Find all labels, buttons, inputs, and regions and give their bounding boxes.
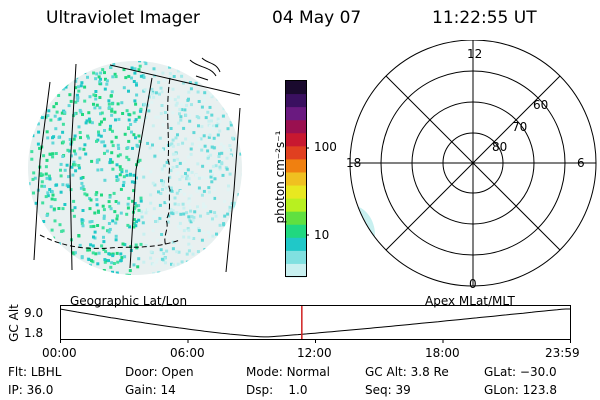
timeline-right-label: Apex MLat/MLT [425,294,515,308]
colorbar [285,80,309,278]
status-gain: Gain: 14 [125,383,176,397]
colorbar-band [286,107,306,121]
colorbar-band [286,185,306,200]
lat-label-70: 70 [512,120,528,134]
lat-label-60: 60 [533,98,549,112]
geographic-grid [33,57,241,273]
colorbar-band [286,120,306,134]
colorbar-tick-100: 100 [314,140,337,154]
polar-plot[interactable] [340,40,600,290]
xtick-0600: 06:00 [170,346,205,360]
xtick-0000: 00:00 [42,346,77,360]
polar-grid [349,40,597,287]
xtick-1800: 18:00 [425,346,460,360]
colorbar-band [286,224,306,239]
status-mode: Mode: Normal [246,365,330,379]
timeline-ytick-max: 9.0 [24,306,44,320]
timeline-left-label: Geographic Lat/Lon [70,294,188,308]
status-seq: Seq: 39 [365,383,411,397]
observation-time: 11:22:55 UT [432,8,537,28]
timeline-ticks [60,339,571,343]
instrument-title: Ultraviolet Imager [46,8,200,28]
mlt-label-18: 18 [346,156,362,170]
status-dsp: Dsp: 1.0 [246,383,308,397]
mlt-label-0: 0 [469,277,477,291]
colorbar-band [286,146,306,160]
colorbar-band [286,81,306,95]
observation-date: 04 May 07 [272,8,362,28]
xtick-2359: 23:59 [545,346,580,360]
status-glat: GLat: −30.0 [484,365,557,379]
colorbar-band [286,159,306,173]
colorbar-band [286,211,306,226]
colorbar-band [286,198,306,213]
colorbar-unit-label: photon cm⁻²s⁻¹ [273,130,287,224]
altitude-timeline[interactable] [60,305,575,345]
colorbar-band [286,94,306,108]
status-door: Door: Open [125,365,194,379]
status-ip: IP: 36.0 [8,383,54,397]
status-glon: GLon: 123.8 [484,383,557,397]
mlt-label-12: 12 [467,47,483,61]
lat-label-80: 80 [492,140,508,154]
timeline-frame [60,305,571,340]
polar-emission-patch [350,205,375,265]
colorbar-band [286,133,306,147]
colorbar-band [286,263,306,278]
colorbar-tick-10: 10 [314,228,330,242]
colorbar-band [286,250,306,265]
colorbar-band [286,172,306,187]
xtick-1200: 12:00 [297,346,332,360]
geographic-image[interactable] [20,50,260,285]
mlt-label-6: 6 [577,156,585,170]
colorbar-band [286,237,306,252]
status-filter: Flt: LBHL [8,365,62,379]
status-gc-alt: GC Alt: 3.8 Re [365,365,449,379]
timeline-ytick-min: 1.8 [24,326,44,340]
altitude-curve [60,308,570,338]
timeline-axis-title: GC Alt [7,304,21,342]
